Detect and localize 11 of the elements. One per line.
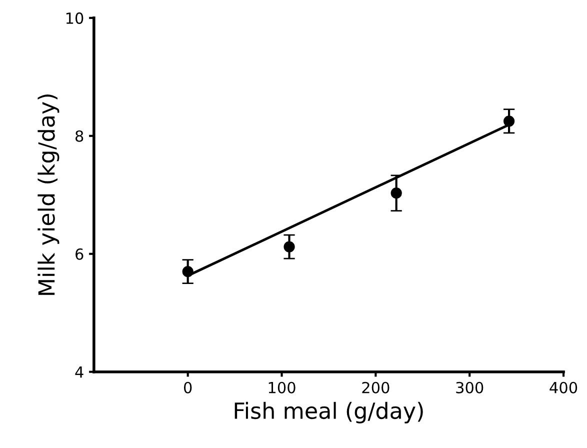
y-tick-label: 6 <box>76 248 84 260</box>
x-tick-label: 100 <box>268 382 296 394</box>
y-tick-label: 4 <box>75 366 84 378</box>
x-tick-label: 400 <box>550 382 578 394</box>
y-tick-label: 10 <box>66 12 84 24</box>
x-tick-label: 200 <box>362 382 390 394</box>
x-tick-label: 300 <box>456 382 484 394</box>
x-axis-title: Fish meal (g/day) <box>234 402 423 424</box>
y-axis-title: Milk yield (kg/day) <box>38 94 60 295</box>
x-tick-label: 0 <box>184 382 192 394</box>
y-tick-label: 8 <box>76 130 84 142</box>
